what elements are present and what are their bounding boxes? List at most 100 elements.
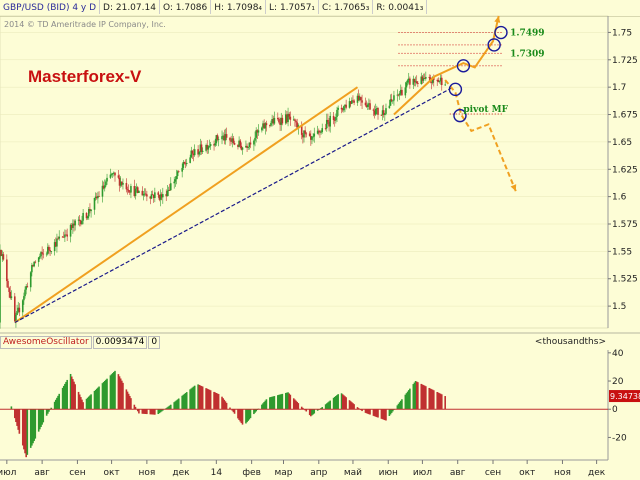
osc-tick-label: 40 bbox=[612, 349, 624, 359]
osc-bar bbox=[154, 409, 156, 415]
osc-bar bbox=[174, 401, 177, 410]
osc-bar bbox=[181, 395, 183, 410]
target-circle[interactable] bbox=[494, 25, 508, 40]
candle-body bbox=[217, 139, 220, 141]
target-circle[interactable] bbox=[456, 59, 471, 73]
candle-body bbox=[82, 212, 84, 221]
candle-body bbox=[431, 76, 434, 83]
candle-body bbox=[284, 114, 287, 124]
osc-bar bbox=[273, 396, 276, 410]
time-tick-label: апр bbox=[310, 468, 327, 478]
osc-bar bbox=[261, 404, 263, 410]
candle-body bbox=[272, 119, 275, 124]
osc-bar bbox=[308, 409, 311, 416]
price-tick-label: 1.525 bbox=[612, 275, 638, 285]
osc-bar bbox=[213, 391, 215, 410]
osc-bar bbox=[85, 398, 88, 410]
candle-body bbox=[40, 252, 42, 257]
candle-body bbox=[327, 119, 329, 122]
osc-bar bbox=[332, 397, 335, 410]
osc-bar bbox=[245, 409, 247, 424]
candle-body bbox=[215, 135, 218, 144]
price-axis[interactable]: 1.5 1.525 1.55 1.575 1.6 1.625 1.65 1.675 1.7 1.7… bbox=[607, 16, 638, 328]
osc-bar bbox=[241, 409, 244, 425]
osc-bar bbox=[119, 378, 122, 410]
candle-body bbox=[117, 175, 120, 178]
osc-bar bbox=[279, 394, 281, 410]
candle-body bbox=[141, 190, 144, 196]
price-tick-label: 1.75 bbox=[612, 28, 632, 38]
osc-bar bbox=[33, 409, 35, 441]
candle-body bbox=[377, 108, 379, 115]
candle-body bbox=[365, 105, 368, 107]
candle-body bbox=[103, 185, 106, 189]
candle-body bbox=[39, 256, 41, 258]
osc-bar bbox=[98, 386, 100, 410]
osc-bar bbox=[56, 397, 58, 410]
osc-bar bbox=[428, 387, 431, 410]
osc-bar bbox=[321, 407, 324, 410]
candle-body bbox=[398, 93, 401, 95]
candle-body bbox=[80, 220, 82, 225]
candle-body bbox=[42, 253, 45, 255]
osc-bar bbox=[158, 409, 161, 414]
candle-body bbox=[406, 80, 409, 83]
osc-bar bbox=[263, 401, 265, 410]
candle-body bbox=[423, 78, 426, 79]
candle-body bbox=[41, 252, 43, 254]
osc-bar bbox=[165, 408, 168, 410]
low-label: L: 1.7057₁ bbox=[266, 0, 320, 14]
osc-bar bbox=[201, 386, 204, 410]
candle-body bbox=[311, 136, 313, 140]
osc-bar bbox=[206, 388, 209, 410]
candle-body bbox=[413, 78, 416, 83]
osc-bar bbox=[272, 396, 275, 410]
candle-body bbox=[97, 195, 99, 199]
candle-body bbox=[280, 117, 283, 125]
oscillator-name[interactable]: AwesomeOscillator bbox=[0, 336, 92, 349]
candle-body bbox=[58, 236, 61, 239]
candle-body bbox=[94, 196, 97, 198]
target-circle[interactable] bbox=[448, 82, 463, 97]
candle-body bbox=[399, 89, 402, 94]
candle-body bbox=[21, 300, 24, 313]
osc-bar bbox=[47, 409, 49, 414]
osc-bar bbox=[50, 407, 53, 410]
time-tick-label: май bbox=[344, 468, 362, 478]
candle-body bbox=[396, 94, 399, 96]
osc-bar bbox=[10, 406, 13, 410]
candle-body bbox=[128, 191, 131, 193]
candle-body bbox=[241, 147, 244, 150]
target-circle[interactable] bbox=[453, 108, 467, 123]
osc-bar bbox=[157, 409, 160, 415]
osc-bar bbox=[438, 393, 441, 410]
candle-body bbox=[397, 94, 400, 96]
candle-body bbox=[392, 100, 394, 102]
osc-bar bbox=[58, 393, 61, 410]
osc-bar bbox=[341, 394, 344, 410]
candle-body bbox=[349, 101, 352, 104]
candle-body bbox=[158, 194, 161, 200]
osc-bar bbox=[40, 409, 42, 427]
candle-body bbox=[245, 145, 247, 148]
candle-body bbox=[224, 134, 227, 141]
osc-bar bbox=[270, 397, 272, 410]
osc-bar bbox=[209, 390, 212, 410]
osc-bar bbox=[343, 395, 345, 410]
candle-body bbox=[263, 123, 265, 129]
candle-body bbox=[404, 87, 407, 96]
osc-bar bbox=[149, 409, 152, 415]
target-circle[interactable] bbox=[487, 38, 501, 52]
candle-body bbox=[31, 265, 33, 273]
time-tick-label: ноя bbox=[554, 468, 571, 478]
symbol-label[interactable]: GBP/USD (BID) 4 y D bbox=[0, 0, 101, 14]
osc-bar bbox=[66, 379, 68, 410]
candle-body bbox=[278, 119, 280, 123]
osc-bar bbox=[357, 408, 360, 410]
candle-body bbox=[200, 144, 203, 152]
candle-body bbox=[286, 114, 288, 123]
candle-body bbox=[17, 307, 20, 312]
candle-body bbox=[85, 212, 88, 219]
osc-bar bbox=[361, 409, 363, 412]
